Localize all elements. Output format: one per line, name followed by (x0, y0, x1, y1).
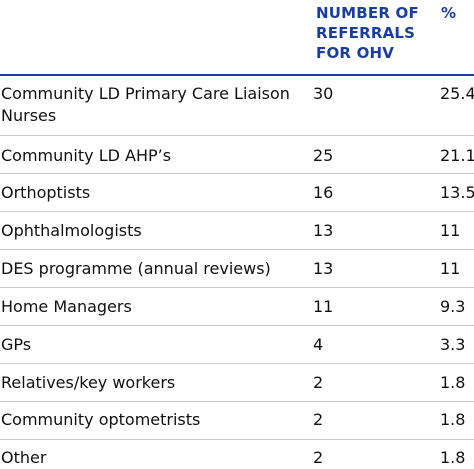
row-count: 16 (313, 183, 334, 202)
row-count: 13 (313, 221, 334, 240)
table-row: DES programme (annual reviews) 13 11 (0, 250, 474, 287)
row-label: Community LD Primary Care Liaison Nurses (1, 84, 290, 125)
row-percent: 21.1 (440, 146, 474, 165)
table-row: Community optometrists 2 1.8 (0, 402, 474, 439)
row-count: 4 (313, 335, 324, 354)
header-divider (0, 74, 474, 76)
row-percent: 13.5 (440, 183, 474, 202)
row-divider (0, 249, 474, 250)
row-count: 2 (313, 373, 324, 392)
row-divider (0, 363, 474, 364)
row-label: Community LD AHP’s (1, 146, 172, 165)
row-label: DES programme (annual reviews) (1, 259, 271, 278)
row-percent: 1.8 (440, 373, 466, 392)
table-row: Orthoptists 16 13.5 (0, 174, 474, 211)
row-percent: 3.3 (440, 335, 466, 354)
row-percent: 1.8 (440, 448, 466, 467)
row-count: 25 (313, 146, 334, 165)
row-divider (0, 401, 474, 402)
row-label: Other (1, 448, 47, 467)
table-row: Ophthalmologists 13 11 (0, 212, 474, 249)
row-label: Community optometrists (1, 410, 201, 429)
table-row: GPs 4 3.3 (0, 326, 474, 363)
row-percent: 1.8 (440, 410, 466, 429)
row-count: 11 (313, 297, 334, 316)
table-row: Community LD AHP’s 25 21.1 (0, 136, 474, 173)
row-divider (0, 439, 474, 440)
table-row: Other 2 1.8 (0, 440, 474, 468)
row-divider (0, 287, 474, 288)
table-row: Community LD Primary Care Liaison Nurses… (0, 80, 474, 132)
table-row: Relatives/key workers 2 1.8 (0, 364, 474, 401)
row-count: 30 (313, 84, 334, 103)
header-number-of-referrals: NUMBER OF REFERRALS FOR OHV (316, 4, 419, 62)
row-divider (0, 211, 474, 212)
row-divider (0, 325, 474, 326)
header-percent: % (441, 4, 457, 22)
row-percent: 9.3 (440, 297, 466, 316)
row-divider (0, 135, 474, 136)
row-label: Relatives/key workers (1, 373, 176, 392)
row-label: Orthoptists (1, 183, 91, 202)
row-label: GPs (1, 335, 32, 354)
table-row: Home Managers 11 9.3 (0, 288, 474, 325)
row-percent: 25.4 (440, 84, 474, 103)
row-count: 13 (313, 259, 334, 278)
row-label: Home Managers (1, 297, 132, 316)
row-percent: 11 (440, 259, 461, 278)
row-count: 2 (313, 448, 324, 467)
row-count: 2 (313, 410, 324, 429)
row-percent: 11 (440, 221, 461, 240)
row-label: Ophthalmologists (1, 221, 142, 240)
table-header: NUMBER OF REFERRALS FOR OHV % (0, 0, 474, 74)
row-divider (0, 173, 474, 174)
